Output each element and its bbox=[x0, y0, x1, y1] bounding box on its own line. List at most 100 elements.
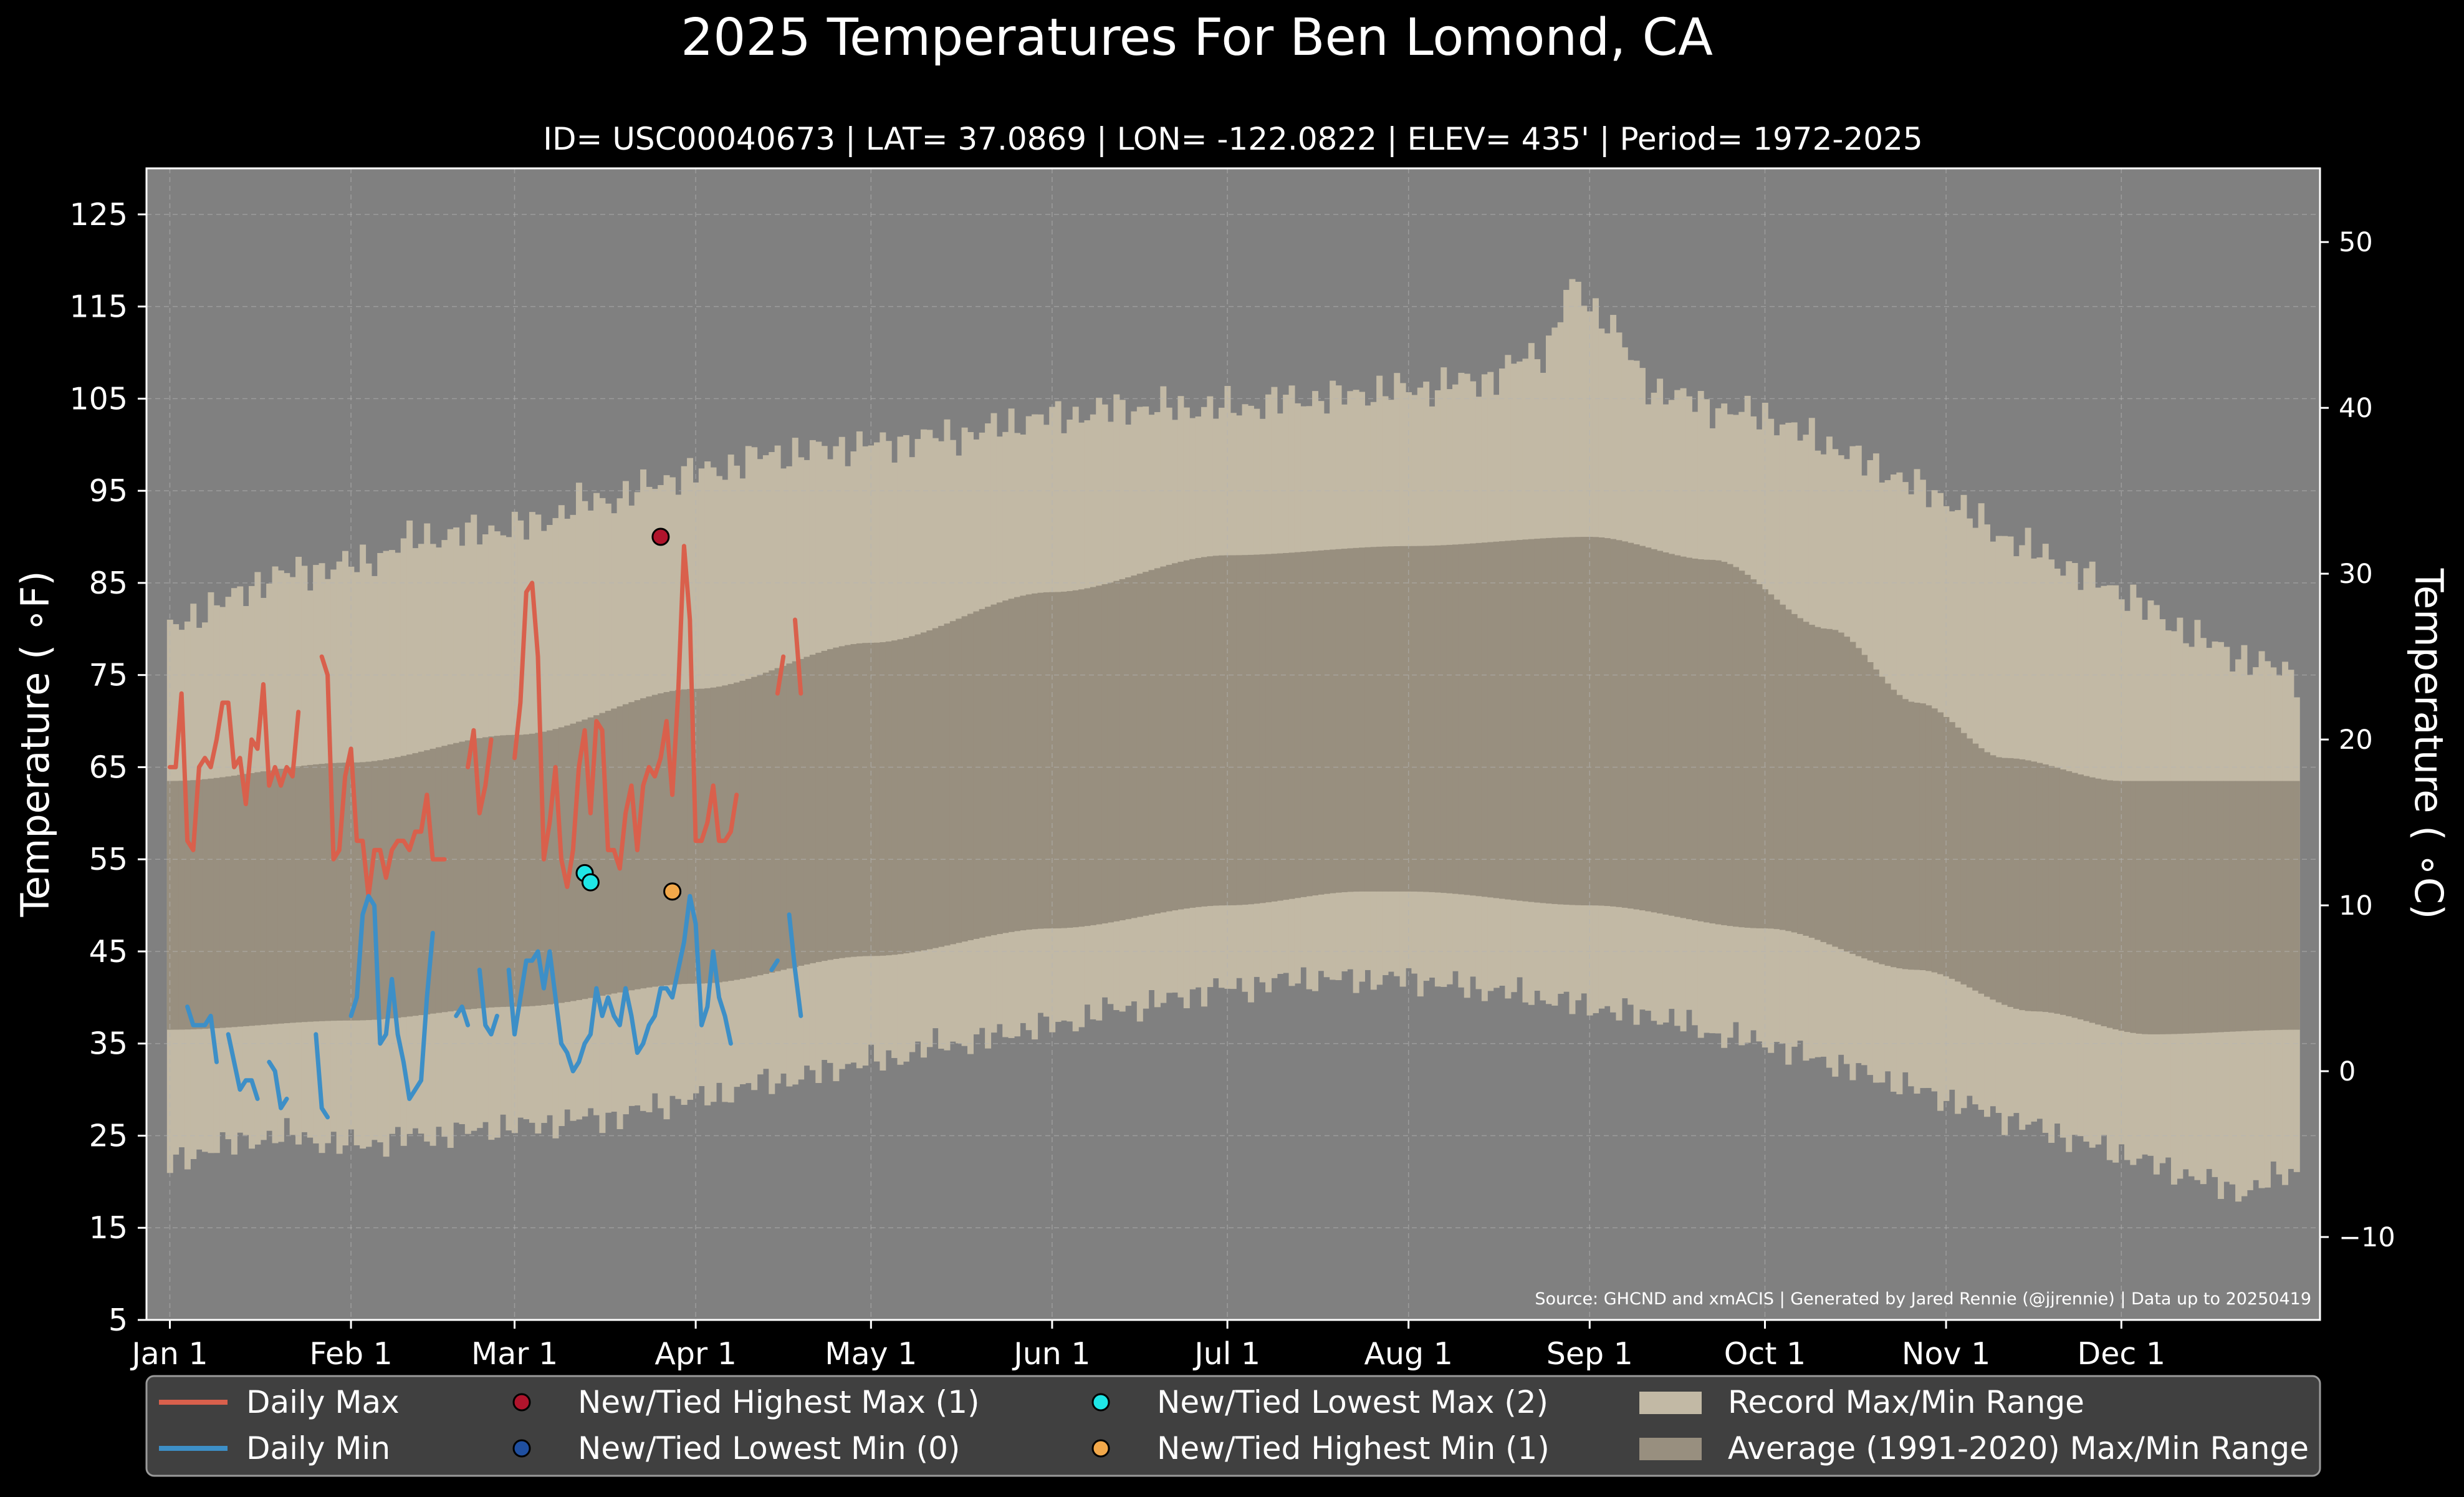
average-range-bar bbox=[1592, 537, 1599, 906]
average-range-bar bbox=[2235, 781, 2242, 1032]
average-range-bar bbox=[1195, 557, 1202, 907]
average-range-bar bbox=[2031, 761, 2037, 1012]
average-range-bar bbox=[640, 698, 647, 989]
average-range-bar bbox=[651, 695, 658, 987]
average-range-bar bbox=[2182, 781, 2189, 1034]
y-tick-label-left: 115 bbox=[69, 289, 128, 325]
average-range-bar bbox=[1160, 566, 1167, 913]
average-range-bar bbox=[1207, 556, 1214, 907]
average-range-bar bbox=[2106, 780, 2113, 1028]
y-tick-label-right: 40 bbox=[2339, 393, 2373, 424]
average-range-bar bbox=[1254, 554, 1260, 904]
average-range-bar bbox=[1499, 541, 1505, 899]
average-range-bar bbox=[1189, 559, 1196, 908]
average-range-bar bbox=[272, 769, 279, 1024]
average-range-bar bbox=[1966, 738, 1973, 988]
average-range-bar bbox=[1148, 570, 1155, 915]
average-range-bar bbox=[2130, 781, 2137, 1033]
average-range-bar bbox=[1230, 555, 1237, 905]
y-tick-label-left: 55 bbox=[89, 842, 128, 877]
average-range-bar bbox=[1247, 554, 1254, 905]
chart-subtitle: ID= USC00040673 | LAT= 37.0869 | LON= -1… bbox=[543, 121, 1922, 157]
average-range-bar bbox=[1487, 542, 1494, 898]
average-range-bar bbox=[1090, 587, 1096, 925]
average-range-bar bbox=[1861, 655, 1868, 959]
average-range-bar bbox=[471, 739, 477, 1009]
x-tick-label: Aug 1 bbox=[1364, 1336, 1452, 1372]
average-range-bar bbox=[482, 737, 489, 1008]
average-range-bar bbox=[1534, 539, 1541, 903]
average-range-bar bbox=[1791, 614, 1798, 933]
average-range-bar bbox=[1832, 630, 1839, 947]
average-range-bar bbox=[1265, 554, 1272, 903]
x-tick-label: Sep 1 bbox=[1546, 1336, 1633, 1372]
average-range-bar bbox=[1785, 609, 1792, 931]
average-range-bar bbox=[1014, 597, 1020, 931]
average-range-bar bbox=[2253, 781, 2260, 1031]
average-range-bar bbox=[745, 678, 752, 978]
average-range-bar bbox=[213, 777, 220, 1029]
average-range-bar bbox=[1919, 703, 1926, 970]
average-range-bar bbox=[517, 734, 524, 1007]
average-range-bar bbox=[1323, 550, 1330, 894]
average-range-bar bbox=[2089, 777, 2096, 1023]
x-tick-label: Dec 1 bbox=[2078, 1336, 2166, 1372]
average-range-bar bbox=[242, 774, 249, 1026]
average-range-bar bbox=[1972, 743, 1979, 991]
average-range-bar bbox=[1008, 599, 1015, 932]
average-range-bar bbox=[1797, 618, 1804, 935]
average-range-bar bbox=[208, 778, 214, 1029]
x-tick-label: Jul 1 bbox=[1192, 1336, 1260, 1372]
legend-highest-max-marker bbox=[512, 1393, 531, 1412]
average-range-bar bbox=[1446, 544, 1453, 893]
average-range-bar bbox=[1750, 579, 1757, 928]
average-range-bar bbox=[1528, 539, 1535, 902]
average-range-bar bbox=[1884, 683, 1891, 966]
average-range-bar bbox=[2019, 759, 2026, 1011]
average-range-bar bbox=[1032, 593, 1038, 930]
average-range-bar bbox=[1867, 662, 1874, 961]
average-range-bar bbox=[1037, 592, 1044, 929]
average-range-bar bbox=[792, 661, 798, 968]
average-range-bar bbox=[2013, 758, 2020, 1009]
average-range-bar bbox=[225, 776, 232, 1028]
average-range-bar bbox=[1668, 554, 1675, 916]
average-range-bar bbox=[1312, 551, 1319, 896]
daily-series bbox=[168, 544, 803, 1120]
average-range-bar bbox=[979, 609, 985, 938]
average-range-bar bbox=[1826, 628, 1833, 945]
average-range-bar bbox=[2194, 781, 2201, 1034]
average-range-bar bbox=[1540, 538, 1546, 903]
average-range-bar bbox=[435, 747, 442, 1013]
average-range-bar bbox=[237, 774, 244, 1027]
average-range-bar bbox=[2153, 781, 2160, 1034]
average-range-bar bbox=[885, 641, 892, 956]
average-range-bar bbox=[1119, 579, 1126, 921]
average-range-bar bbox=[944, 623, 951, 946]
average-range-bar bbox=[1330, 549, 1336, 893]
average-range-bar bbox=[476, 738, 483, 1009]
average-range-bar bbox=[1294, 552, 1301, 898]
average-range-bar bbox=[1908, 701, 1915, 970]
average-range-bar bbox=[739, 680, 746, 979]
average-range-bar bbox=[1505, 541, 1512, 900]
average-range-bar bbox=[1715, 560, 1722, 925]
average-range-bar bbox=[523, 734, 530, 1007]
average-range-bar bbox=[921, 632, 927, 951]
average-range-bar bbox=[786, 663, 793, 969]
average-range-bar bbox=[1060, 591, 1067, 928]
average-range-bar bbox=[1394, 546, 1401, 892]
average-range-bar bbox=[2212, 781, 2218, 1032]
average-range-bar bbox=[266, 770, 273, 1025]
average-range-bar bbox=[1563, 537, 1570, 905]
average-range-bar bbox=[1902, 699, 1909, 970]
average-range-bar bbox=[769, 670, 775, 973]
y-tick-label-right: 20 bbox=[2339, 724, 2373, 756]
average-range-bar bbox=[330, 763, 337, 1021]
average-range-bar bbox=[1522, 539, 1529, 902]
average-range-bar bbox=[1096, 585, 1103, 925]
average-range-bar bbox=[1960, 733, 1967, 984]
average-range-bar bbox=[1353, 547, 1359, 892]
average-range-bar bbox=[1359, 547, 1366, 892]
average-range-bar bbox=[2264, 781, 2271, 1031]
